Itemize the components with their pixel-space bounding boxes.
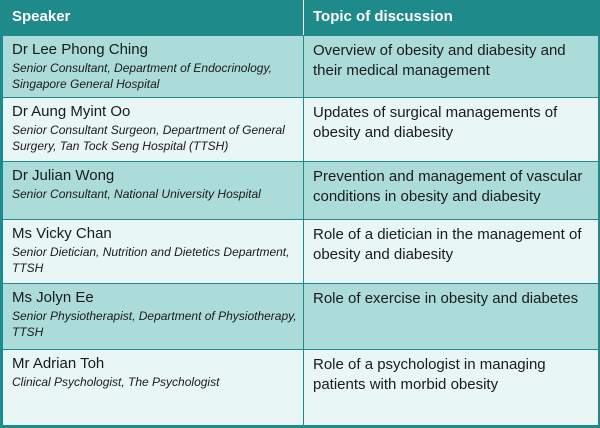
topic-cell: Role of a psychologist in managing patie… bbox=[304, 350, 598, 425]
header-speaker: Speaker bbox=[3, 0, 304, 35]
table-row: Dr Aung Myint Oo Senior Consultant Surge… bbox=[3, 98, 598, 162]
speaker-name: Mr Adrian Toh bbox=[12, 355, 105, 372]
speaker-cell: Ms Jolyn Ee Senior Physiotherapist, Depa… bbox=[3, 284, 304, 349]
speaker-role: Senior Dietician, Nutrition and Dietetic… bbox=[12, 245, 290, 275]
topic-text: Role of a dietician in the management of… bbox=[313, 226, 582, 263]
topic-cell: Overview of obesity and diabesity and th… bbox=[304, 36, 598, 97]
topic-cell: Role of a dietician in the management of… bbox=[304, 220, 598, 283]
speaker-name: Ms Vicky Chan bbox=[12, 225, 112, 242]
speaker-cell: Mr Adrian Toh Clinical Psychologist, The… bbox=[3, 350, 304, 425]
table-row: Dr Lee Phong Ching Senior Consultant, De… bbox=[3, 36, 598, 98]
speaker-cell: Ms Vicky Chan Senior Dietician, Nutritio… bbox=[3, 220, 304, 283]
speaker-role: Senior Physiotherapist, Department of Ph… bbox=[12, 309, 297, 339]
speaker-name: Dr Lee Phong Ching bbox=[12, 41, 148, 58]
speaker-cell: Dr Lee Phong Ching Senior Consultant, De… bbox=[3, 36, 304, 97]
speaker-role: Senior Consultant, National University H… bbox=[12, 187, 261, 201]
speaker-role: Senior Consultant, Department of Endocri… bbox=[12, 61, 272, 91]
topic-cell: Updates of surgical managements of obesi… bbox=[304, 98, 598, 161]
table-row: Dr Julian Wong Senior Consultant, Nation… bbox=[3, 162, 598, 220]
speaker-cell: Dr Julian Wong Senior Consultant, Nation… bbox=[3, 162, 304, 219]
topic-text: Prevention and management of vascular co… bbox=[313, 168, 583, 205]
speaker-name: Dr Julian Wong bbox=[12, 167, 115, 184]
header-topic: Topic of discussion bbox=[313, 8, 453, 25]
speaker-name: Ms Jolyn Ee bbox=[12, 289, 94, 306]
topic-cell: Role of exercise in obesity and diabetes bbox=[304, 284, 598, 349]
topic-text: Role of exercise in obesity and diabetes bbox=[313, 290, 579, 307]
speaker-role: Clinical Psychologist, The Psychologist bbox=[12, 375, 220, 389]
table-row: Mr Adrian Toh Clinical Psychologist, The… bbox=[3, 350, 598, 425]
topic-text: Role of a psychologist in managing patie… bbox=[313, 356, 546, 393]
topic-text: Updates of surgical managements of obesi… bbox=[313, 104, 558, 141]
speaker-name: Dr Aung Myint Oo bbox=[12, 103, 131, 120]
speaker-cell: Dr Aung Myint Oo Senior Consultant Surge… bbox=[3, 98, 304, 161]
topic-text: Overview of obesity and diabesity and th… bbox=[313, 42, 566, 79]
topic-cell: Prevention and management of vascular co… bbox=[304, 162, 598, 219]
table-header: Speaker Topic of discussion bbox=[3, 0, 598, 36]
table-row: Ms Jolyn Ee Senior Physiotherapist, Depa… bbox=[3, 284, 598, 350]
speaker-role: Senior Consultant Surgeon, Department of… bbox=[12, 123, 285, 153]
table-row: Ms Vicky Chan Senior Dietician, Nutritio… bbox=[3, 220, 598, 284]
